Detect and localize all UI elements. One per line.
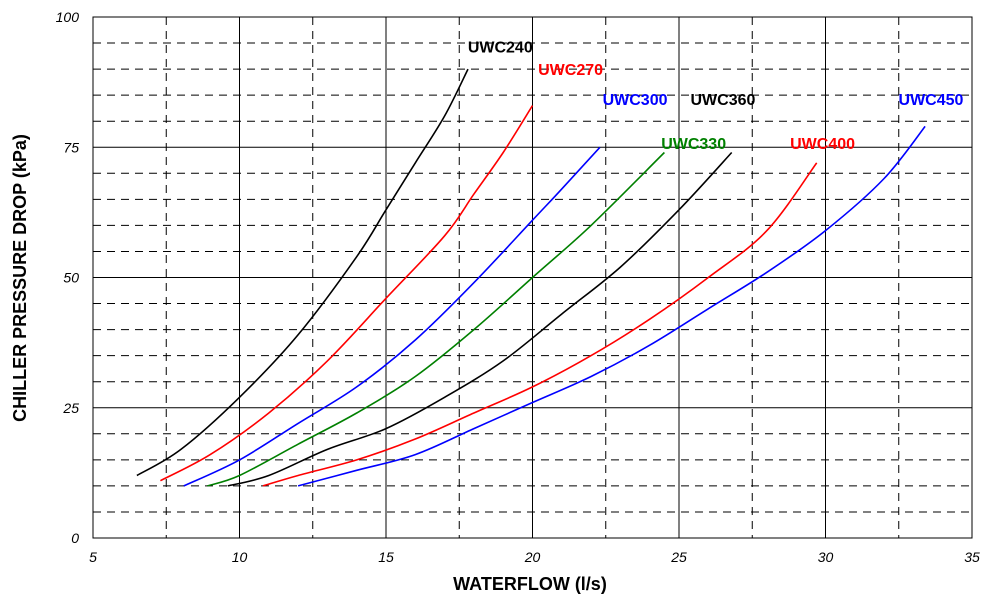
series-label-uwc270: UWC270 [538,62,603,79]
y-tick-label: 100 [56,9,80,25]
x-tick-label: 25 [670,549,687,565]
series-line-uwc240 [136,68,469,477]
plot-frame [92,16,973,539]
y-tick-label: 75 [63,139,79,155]
y-tick-label: 50 [63,270,79,286]
series-line-uwc300 [183,146,601,487]
x-axis-tick-labels: 5 10 15 20 25 30 35 [89,549,980,565]
x-axis-title: WATERFLOW (l/s) [453,574,607,594]
series-line-uwc360 [227,151,733,487]
y-tick-label: 0 [71,530,79,546]
x-tick-label: 5 [89,549,97,565]
x-tick-label: 30 [818,549,834,565]
series-label-uwc450: UWC450 [899,92,964,109]
x-tick-label: 15 [378,549,394,565]
y-tick-label: 25 [62,400,79,416]
x-tick-label: 10 [232,549,248,565]
series-label-uwc330: UWC330 [661,136,726,153]
plot-area [92,16,973,539]
series-line-uwc450 [297,125,926,487]
y-axis-tick-labels: 0 25 50 75 100 [56,9,80,546]
series-line-uwc270 [160,105,534,482]
series-label-uwc360: UWC360 [690,92,755,109]
series-label-uwc400: UWC400 [790,136,855,153]
y-axis-title: CHILLER PRESSURE DROP (kPa) [10,134,30,422]
series-layer [136,68,926,487]
series-line-uwc330 [207,151,665,487]
x-tick-label: 20 [524,549,541,565]
x-tick-label: 35 [964,549,980,565]
series-label-uwc240: UWC240 [468,40,533,57]
series-label-uwc300: UWC300 [603,92,668,109]
series-line-uwc400 [262,162,818,487]
